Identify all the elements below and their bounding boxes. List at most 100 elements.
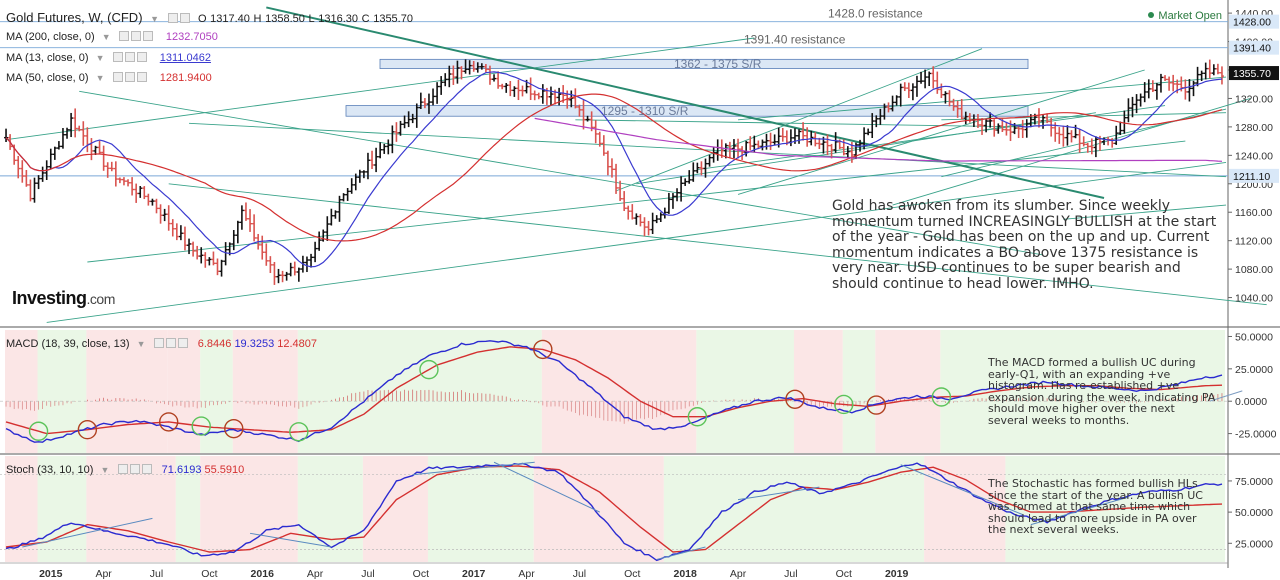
- level-price-tag: [1229, 40, 1279, 55]
- last-price-tag: [1229, 66, 1279, 81]
- macd-regime-band: [86, 330, 168, 453]
- macd-signal-line: [5, 346, 1223, 435]
- time-axis-label: Jul: [573, 568, 586, 580]
- ohlc-close: 1355.70: [373, 13, 413, 25]
- gear-icon[interactable]: [124, 52, 135, 62]
- eye-icon[interactable]: [112, 72, 123, 82]
- eye-icon[interactable]: [167, 13, 178, 23]
- stoch-d-line: [5, 465, 1223, 553]
- gear-icon[interactable]: [124, 72, 135, 82]
- trend-line: [892, 98, 1251, 206]
- time-axis-label: Oct: [624, 568, 640, 580]
- ma200-label: MA (200, close, 0): [6, 31, 95, 43]
- chevron-down-icon[interactable]: ▼: [101, 32, 111, 42]
- price-axis-tick-label: 1160.00: [1235, 207, 1272, 219]
- header-row-stoch: Stoch (33, 10, 10) ▼ 71.6193 55.5910: [6, 464, 244, 476]
- gear-icon[interactable]: [179, 13, 190, 23]
- ohlc-close-label: C: [361, 13, 370, 25]
- main-annotation: Gold has awoken from its slumber. Since …: [832, 198, 1217, 292]
- ma200-value: 1232.7050: [162, 31, 221, 43]
- stoch-trend-line: [412, 461, 535, 476]
- close-icon[interactable]: [136, 72, 147, 82]
- chevron-down-icon[interactable]: ▼: [136, 339, 146, 349]
- ma13-value: 1311.0462: [156, 52, 214, 64]
- ma13-label: MA (13, close, 0): [6, 52, 89, 64]
- trend-line: [737, 69, 1145, 195]
- macd-axis-tick-label: -25.0000: [1235, 429, 1277, 441]
- stoch-trend-line: [249, 532, 332, 548]
- close-icon[interactable]: [142, 31, 153, 41]
- time-axis-label: Oct: [836, 568, 852, 580]
- macd-signal-value: 12.4807: [277, 338, 318, 350]
- price-axis-tick-label: 1120.00: [1235, 236, 1272, 248]
- close-icon[interactable]: [141, 464, 152, 474]
- macd-axis-tick-label: 50.0000: [1235, 331, 1273, 343]
- market-status-text: Market Open: [1158, 10, 1222, 22]
- macd-bull-cross-circle: [419, 359, 439, 380]
- instrument-title: Gold Futures, W, (CFD): [6, 10, 143, 25]
- stoch-regime-band: [533, 456, 664, 562]
- stoch-k-value: 71.6193: [161, 464, 202, 476]
- eye-icon[interactable]: [153, 338, 164, 348]
- stoch-k-line: [5, 462, 1223, 562]
- time-axis-label: 2018: [673, 568, 697, 580]
- time-axis-label: Oct: [413, 568, 429, 580]
- time-axis-label: Apr: [730, 568, 747, 580]
- time-axis-label: 2019: [885, 568, 909, 580]
- time-axis-label: Oct: [201, 568, 217, 580]
- stoch-axis-tick-label: 75.0000: [1235, 476, 1273, 488]
- ma50-value: 1281.9400: [156, 72, 215, 84]
- eye-icon[interactable]: [112, 52, 123, 62]
- chevron-down-icon[interactable]: ▼: [95, 53, 105, 63]
- header-row-ma50: MA (50, close, 0) ▼ 1281.9400: [6, 72, 215, 84]
- header-row-ma200: MA (200, close, 0) ▼ 1232.7050: [6, 31, 221, 43]
- level-price-tag-text: 1211.10: [1233, 171, 1270, 183]
- macd-bear-cross-circle: [866, 395, 886, 415]
- close-icon[interactable]: [136, 52, 147, 62]
- close-icon[interactable]: [177, 338, 188, 348]
- ohlc-open-label: O: [197, 13, 207, 25]
- eye-icon[interactable]: [117, 464, 128, 474]
- time-axis-label: 2016: [251, 568, 275, 580]
- eye-icon[interactable]: [118, 31, 129, 41]
- market-status: Market Open: [1148, 10, 1222, 22]
- macd-regime-band: [842, 330, 876, 453]
- macd-regime-band: [940, 330, 1226, 453]
- ma50-line: [5, 93, 1223, 242]
- stoch-trend-line: [737, 486, 820, 501]
- macd-label: MACD (18, 39, close, 13): [6, 338, 130, 350]
- trend-line: [168, 183, 1267, 306]
- time-axis-label: Apr: [518, 568, 535, 580]
- gear-icon[interactable]: [129, 464, 140, 474]
- macd-bull-cross-circle: [834, 394, 854, 415]
- header-row-macd: MACD (18, 39, close, 13) ▼ 6.8446 19.325…: [6, 338, 317, 350]
- stoch-annotation: The Stochastic has formed bullish HLs si…: [988, 477, 1203, 536]
- trend-line: [636, 112, 1096, 185]
- trend-line: [46, 161, 1227, 323]
- level-price-tag-text: 1391.40: [1233, 43, 1271, 55]
- macd-regime-band: [696, 330, 794, 453]
- trend-line: [5, 37, 755, 141]
- macd-bear-cross-circle: [533, 339, 553, 360]
- stoch-regime-band: [362, 456, 428, 562]
- stoch-regime-band: [297, 456, 363, 562]
- trend-line: [575, 119, 1023, 128]
- gear-icon[interactable]: [165, 338, 176, 348]
- ohlc-high: 1358.50: [265, 13, 305, 25]
- stoch-d-value: 55.5910: [204, 464, 245, 476]
- trend-line: [1063, 204, 1227, 220]
- resistance-label: 1391.40 resistance: [744, 33, 846, 47]
- chevron-down-icon[interactable]: ▼: [95, 73, 105, 83]
- macd-regime-band: [541, 330, 697, 453]
- ma13-line: [5, 71, 1223, 268]
- price-axis-tick-label: 1040.00: [1235, 293, 1273, 305]
- chevron-down-icon[interactable]: ▼: [150, 14, 160, 24]
- chevron-down-icon[interactable]: ▼: [100, 465, 110, 475]
- stoch-axis-tick-label: 50.0000: [1235, 507, 1273, 519]
- gear-icon[interactable]: [130, 31, 141, 41]
- time-axis-label: 2015: [39, 568, 63, 580]
- time-axis-label: Jul: [150, 568, 163, 580]
- macd-bull-cross-circle: [28, 421, 49, 441]
- macd-bear-cross-circle: [785, 389, 805, 409]
